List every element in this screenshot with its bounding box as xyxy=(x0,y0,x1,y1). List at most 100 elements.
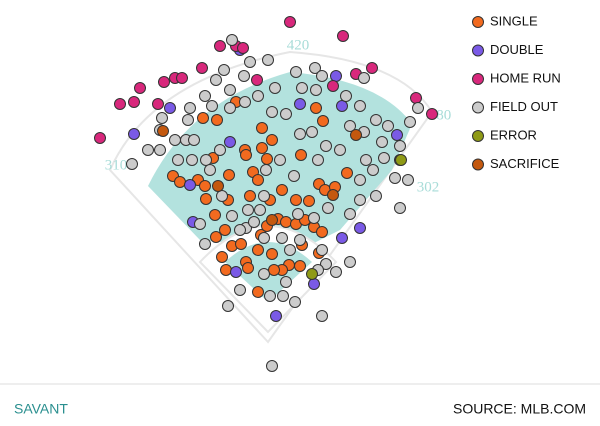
distance-label: 310 xyxy=(105,157,128,173)
hit-point xyxy=(197,112,209,124)
hit-point xyxy=(294,128,306,140)
hit-point xyxy=(334,144,346,156)
hit-point xyxy=(210,74,222,86)
hit-point xyxy=(223,169,235,181)
hit-point xyxy=(366,62,378,74)
hit-point xyxy=(244,190,256,202)
hit-point xyxy=(320,140,332,152)
hit-point xyxy=(276,184,288,196)
hit-point xyxy=(350,129,362,141)
hit-point xyxy=(327,80,339,92)
hit-point xyxy=(199,180,211,192)
hit-point xyxy=(266,134,278,146)
hit-point xyxy=(204,164,216,176)
hit-point xyxy=(370,114,382,126)
legend-swatch xyxy=(472,158,484,171)
hit-point xyxy=(194,218,206,230)
hit-point xyxy=(308,278,320,290)
hit-point xyxy=(344,120,356,132)
hit-point xyxy=(312,154,324,166)
hit-point xyxy=(211,114,223,126)
hit-point xyxy=(248,216,260,228)
hit-point xyxy=(367,164,379,176)
hit-point xyxy=(210,231,222,243)
hit-point xyxy=(354,100,366,112)
hit-point xyxy=(289,296,301,308)
hit-point xyxy=(164,102,176,114)
legend-swatch xyxy=(472,101,484,114)
hit-point xyxy=(270,310,282,322)
hit-point xyxy=(266,248,278,260)
hit-point xyxy=(382,120,394,132)
hit-point xyxy=(169,134,181,146)
hit-point xyxy=(206,100,218,112)
hit-point xyxy=(264,290,276,302)
hit-point xyxy=(354,174,366,186)
hit-point xyxy=(296,82,308,94)
hit-point xyxy=(157,125,169,137)
hit-point xyxy=(360,154,372,166)
legend-label: SACRIFICE xyxy=(490,156,560,171)
hit-point xyxy=(404,116,416,128)
hit-point xyxy=(94,132,106,144)
hit-point xyxy=(269,82,281,94)
hit-point xyxy=(330,70,342,82)
hit-point xyxy=(216,190,228,202)
hit-point xyxy=(142,144,154,156)
hit-point xyxy=(261,153,273,165)
hit-point xyxy=(410,92,422,104)
hit-point xyxy=(252,90,264,102)
hit-point xyxy=(238,70,250,82)
hit-point xyxy=(226,210,238,222)
hit-point xyxy=(258,268,270,280)
legend-label: SINGLE xyxy=(490,13,538,28)
hit-point xyxy=(337,30,349,42)
hit-point xyxy=(274,154,286,166)
hit-point xyxy=(200,193,212,205)
hit-point xyxy=(158,76,170,88)
hit-point xyxy=(395,154,407,166)
hit-point xyxy=(214,40,226,52)
hit-point xyxy=(184,102,196,114)
legend-swatch xyxy=(472,16,484,28)
hit-point xyxy=(394,140,406,152)
hit-point xyxy=(317,115,329,127)
hit-point xyxy=(340,90,352,102)
hit-point xyxy=(220,264,232,276)
hit-point xyxy=(262,54,274,66)
hit-point xyxy=(354,194,366,206)
hit-point xyxy=(316,310,328,322)
legend-label: HOME RUN xyxy=(490,70,561,85)
hit-point xyxy=(266,214,278,226)
hit-point xyxy=(266,106,278,118)
hit-point xyxy=(239,96,251,108)
hit-point xyxy=(226,34,238,46)
hit-point xyxy=(280,108,292,120)
hit-point xyxy=(224,84,236,96)
hit-point xyxy=(174,176,186,188)
legend-label: DOUBLE xyxy=(490,42,544,57)
hit-point xyxy=(309,62,321,74)
hit-point xyxy=(266,360,278,372)
hit-point xyxy=(295,149,307,161)
hit-point xyxy=(252,174,264,186)
legend-swatch xyxy=(472,130,484,142)
hit-point xyxy=(251,74,263,86)
hit-point xyxy=(303,195,315,207)
hit-point xyxy=(244,56,256,68)
hit-point xyxy=(218,64,230,76)
hit-point xyxy=(280,216,292,228)
hit-point xyxy=(306,268,318,280)
hit-point xyxy=(154,144,166,156)
hit-point xyxy=(320,258,332,270)
hit-point xyxy=(290,66,302,78)
hit-point xyxy=(294,234,306,246)
hit-point xyxy=(234,224,246,236)
hit-point xyxy=(126,158,138,170)
hit-point xyxy=(200,154,212,166)
hit-point xyxy=(114,98,126,110)
hit-point xyxy=(394,202,406,214)
hit-point xyxy=(389,172,401,184)
hit-point xyxy=(237,42,249,54)
hit-point xyxy=(276,232,288,244)
